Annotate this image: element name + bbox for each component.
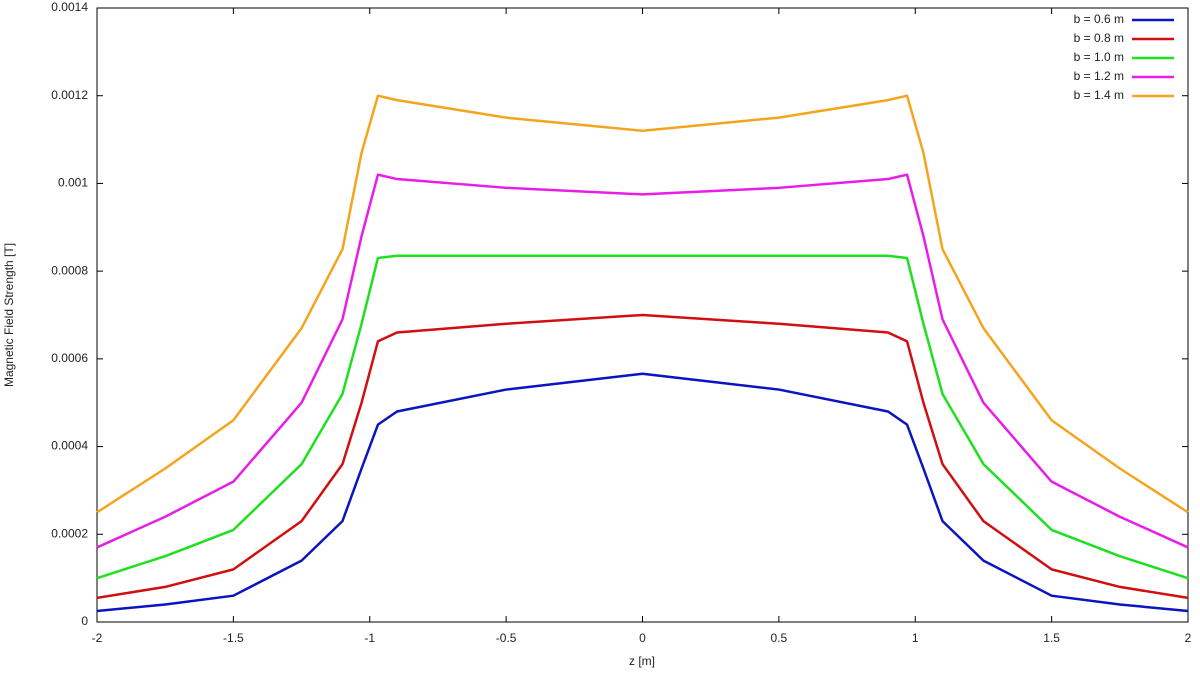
y-tick-label: 0.0008: [51, 263, 88, 277]
x-axis-label: z [m]: [629, 654, 655, 668]
series-line: [96, 254, 1189, 580]
x-tick-label: 1: [912, 631, 919, 645]
y-tick-label: 0.0004: [51, 439, 88, 453]
y-tick-label: 0.001: [58, 176, 88, 190]
y-tick-label: 0: [81, 614, 88, 628]
series-line: [96, 372, 1189, 613]
x-tick-label: -1: [364, 631, 375, 645]
legend-label: b = 1.4 m: [1074, 88, 1124, 102]
x-tick-label: 2: [1185, 631, 1192, 645]
x-tick-label: 1.5: [1043, 631, 1060, 645]
y-tick-label: 0.0002: [51, 526, 88, 540]
y-tick-label: 0.0012: [51, 88, 88, 102]
y-axis-label: Magnetic Field Strength [T]: [2, 243, 16, 387]
x-tick-label: -1.5: [223, 631, 244, 645]
series-line: [96, 94, 1189, 514]
x-tick-label: 0: [639, 631, 646, 645]
legend-label: b = 1.0 m: [1074, 50, 1124, 64]
legend-label: b = 0.8 m: [1074, 31, 1124, 45]
series-line: [96, 173, 1189, 549]
y-tick-label: 0.0006: [51, 351, 88, 365]
legend-label: b = 0.6 m: [1074, 12, 1124, 26]
series-line: [96, 313, 1189, 600]
x-tick-label: -0.5: [496, 631, 517, 645]
x-tick-label: 0.5: [771, 631, 788, 645]
y-tick-label: 0.0014: [51, 0, 88, 14]
legend-label: b = 1.2 m: [1074, 69, 1124, 83]
x-tick-label: -2: [92, 631, 103, 645]
